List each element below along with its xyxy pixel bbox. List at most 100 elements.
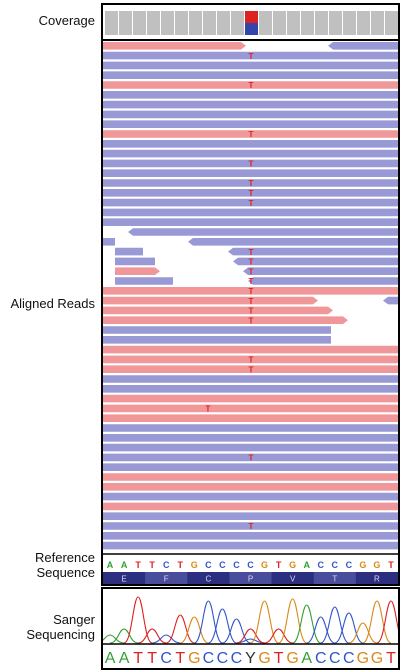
chromatogram-peak — [166, 614, 195, 644]
coverage-bar — [287, 11, 300, 35]
chromatogram-peak — [103, 634, 125, 644]
amino-acid-label: R — [374, 575, 380, 584]
mismatch-base: T — [249, 297, 254, 306]
read-reverse — [103, 375, 398, 383]
read-reverse — [103, 110, 398, 119]
coverage-bar — [343, 11, 356, 35]
amino-acid-label: C — [205, 575, 211, 584]
read-forward — [103, 81, 398, 89]
read-reverse — [103, 198, 398, 207]
read-forward — [103, 502, 398, 511]
reference-base: T — [276, 560, 282, 570]
chromatogram-peak — [348, 622, 378, 644]
mismatch-base: T — [249, 199, 254, 208]
coverage-bar — [147, 11, 160, 35]
read-reverse — [103, 532, 398, 540]
reference-sequence-label: Reference Sequence — [35, 550, 95, 580]
coverage-bar — [133, 11, 146, 35]
coverage-bar — [161, 11, 174, 35]
coverage-bar-ref — [245, 23, 258, 35]
mismatch-base: T — [249, 277, 254, 286]
reference-base: G — [359, 560, 366, 570]
mismatch-base: T — [249, 81, 254, 90]
sanger-base-call: G — [371, 650, 383, 667]
sanger-base-call: Y — [245, 650, 256, 667]
coverage-bar-alt — [245, 11, 258, 23]
read-reverse — [103, 71, 398, 79]
read-reverse — [103, 159, 398, 168]
read-reverse — [103, 140, 398, 148]
sanger-sequencing-label: Sanger Sequencing — [26, 612, 95, 642]
read-reverse — [103, 541, 398, 550]
sanger-base-call: G — [286, 650, 298, 667]
reference-base: C — [219, 560, 226, 570]
aligned-reads-label: Aligned Reads — [10, 296, 95, 311]
reference-base: C — [317, 560, 324, 570]
amino-acid-label: T — [332, 575, 337, 584]
chromatogram-peak — [180, 616, 209, 644]
reference-base: G — [191, 560, 198, 570]
sanger-base-call: C — [160, 650, 172, 667]
read-reverse — [103, 424, 398, 432]
coverage-bar — [273, 11, 286, 35]
read-reverse — [103, 434, 398, 442]
mismatch-base: T — [249, 160, 254, 169]
mismatch-base: T — [249, 522, 254, 531]
amino-acid-cell — [355, 572, 398, 584]
sanger-base-call: A — [301, 650, 312, 667]
amino-acid-label: V — [290, 575, 296, 584]
chromatogram-peak — [334, 612, 364, 644]
read-reverse — [115, 257, 155, 266]
read-reverse — [103, 218, 398, 226]
read-reverse — [103, 463, 398, 471]
sanger-base-call: G — [188, 650, 200, 667]
mismatch-base: T — [249, 356, 254, 365]
coverage-bar — [301, 11, 314, 35]
sanger-label-line2: Sequencing — [26, 627, 95, 642]
read-reverse — [103, 149, 398, 158]
mismatch-base: T — [206, 405, 211, 414]
sanger-base-call: T — [386, 650, 396, 667]
reference-base: C — [205, 560, 212, 570]
read-reverse — [103, 100, 398, 109]
read-forward — [103, 130, 398, 138]
chromatogram-peak — [236, 638, 265, 644]
reference-base: C — [346, 560, 353, 570]
read-reverse — [128, 228, 398, 236]
sanger-base-call: C — [203, 650, 215, 667]
sanger-label-line1: Sanger — [53, 612, 95, 627]
read-reverse — [103, 51, 398, 60]
chromatogram-peak — [292, 604, 322, 644]
chromatogram-peak — [250, 600, 279, 644]
reference-base: G — [289, 560, 296, 570]
chromatogram-peak — [376, 600, 398, 644]
reference-base: T — [149, 560, 155, 570]
reference-base: T — [178, 560, 184, 570]
chromatogram-peak — [362, 600, 392, 644]
read-reverse — [103, 443, 398, 452]
read-reverse — [115, 277, 173, 285]
amino-acid-label: P — [248, 575, 253, 584]
chromatogram-secondary-peak — [236, 628, 265, 644]
read-reverse — [103, 492, 398, 501]
read-forward — [103, 394, 398, 403]
read-reverse — [103, 179, 398, 187]
amino-acid-cell — [103, 572, 146, 584]
sanger-base-call: C — [329, 650, 341, 667]
reference-base: C — [332, 560, 339, 570]
sanger-base-call: A — [105, 650, 116, 667]
read-forward — [103, 316, 348, 324]
chromatogram-peak — [138, 628, 167, 644]
coverage-bar — [189, 11, 202, 35]
chromatogram-peak — [222, 618, 251, 644]
chromatogram-peak — [264, 628, 293, 644]
mismatch-base: T — [249, 365, 254, 374]
read-forward — [103, 404, 398, 413]
reference-base: C — [163, 560, 170, 570]
read-forward — [103, 414, 398, 422]
read-reverse — [103, 326, 331, 334]
coverage-bar — [329, 11, 342, 35]
reference-base: T — [388, 560, 394, 570]
read-reverse — [115, 247, 143, 256]
sanger-base-call: C — [315, 650, 327, 667]
